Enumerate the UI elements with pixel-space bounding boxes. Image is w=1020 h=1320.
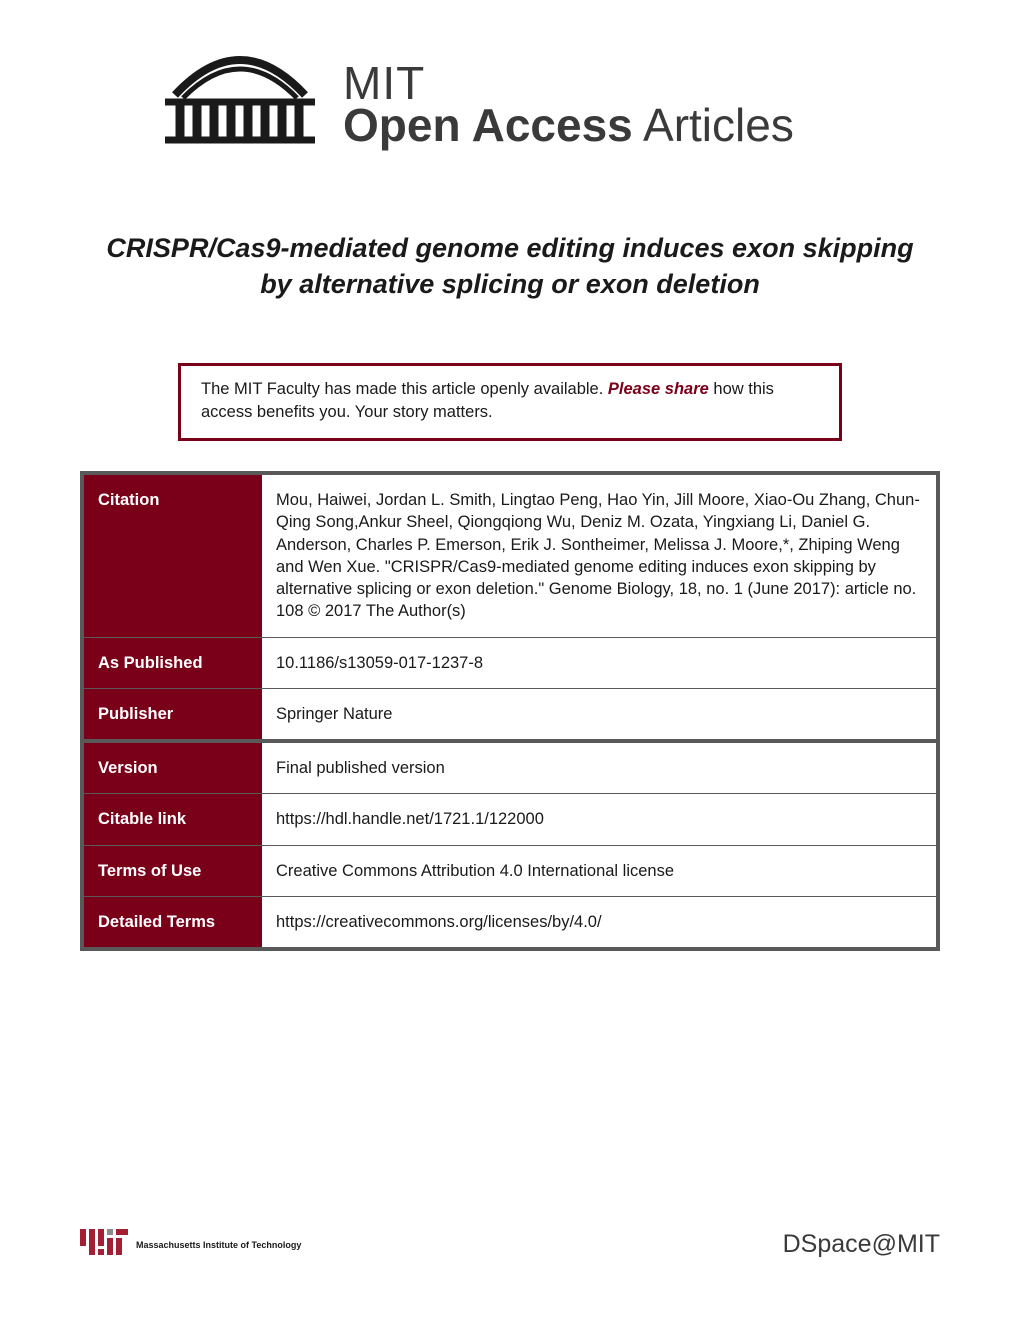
row-value: Mou, Haiwei, Jordan L. Smith, Lingtao Pe… [262,475,936,637]
table-row: Terms of UseCreative Commons Attribution… [84,845,936,896]
share-box: The MIT Faculty has made this article op… [178,363,842,441]
metadata-table: CitationMou, Haiwei, Jordan L. Smith, Li… [80,471,940,951]
share-pre: The MIT Faculty has made this article op… [201,380,608,398]
dome-icon [155,40,325,150]
dspace-label: DSpace@MIT [783,1230,940,1259]
table-row: Detailed Termshttps://creativecommons.or… [84,896,936,947]
table-row: CitationMou, Haiwei, Jordan L. Smith, Li… [84,475,936,637]
row-value: Final published version [262,739,936,793]
row-value: 10.1186/s13059-017-1237-8 [262,637,936,688]
mit-footer-logo: Massachusetts Institute of Technology [80,1229,301,1260]
row-label: As Published [84,637,262,688]
header-logo: MIT Open Access Articles [155,40,940,150]
article-title: CRISPR/Cas9-mediated genome editing indu… [80,230,940,303]
table-row: PublisherSpringer Nature [84,688,936,739]
row-label: Terms of Use [84,845,262,896]
please-share-link[interactable]: Please share [608,380,709,398]
row-label: Detailed Terms [84,896,262,947]
header-text: MIT Open Access Articles [343,60,794,150]
table-row: As Published10.1186/s13059-017-1237-8 [84,637,936,688]
header-open-access: Open Access Articles [343,102,794,148]
row-value: Springer Nature [262,688,936,739]
row-value: https://hdl.handle.net/1721.1/122000 [262,793,936,844]
table-row: Citable linkhttps://hdl.handle.net/1721.… [84,793,936,844]
row-label: Publisher [84,688,262,739]
table-row: VersionFinal published version [84,739,936,793]
footer: Massachusetts Institute of Technology DS… [80,1229,940,1260]
row-value: https://creativecommons.org/licenses/by/… [262,896,936,947]
row-label: Version [84,739,262,793]
row-label: Citable link [84,793,262,844]
mit-footer-text: Massachusetts Institute of Technology [136,1240,301,1250]
row-label: Citation [84,475,262,637]
mit-bars-icon [80,1229,128,1260]
row-value: Creative Commons Attribution 4.0 Interna… [262,845,936,896]
